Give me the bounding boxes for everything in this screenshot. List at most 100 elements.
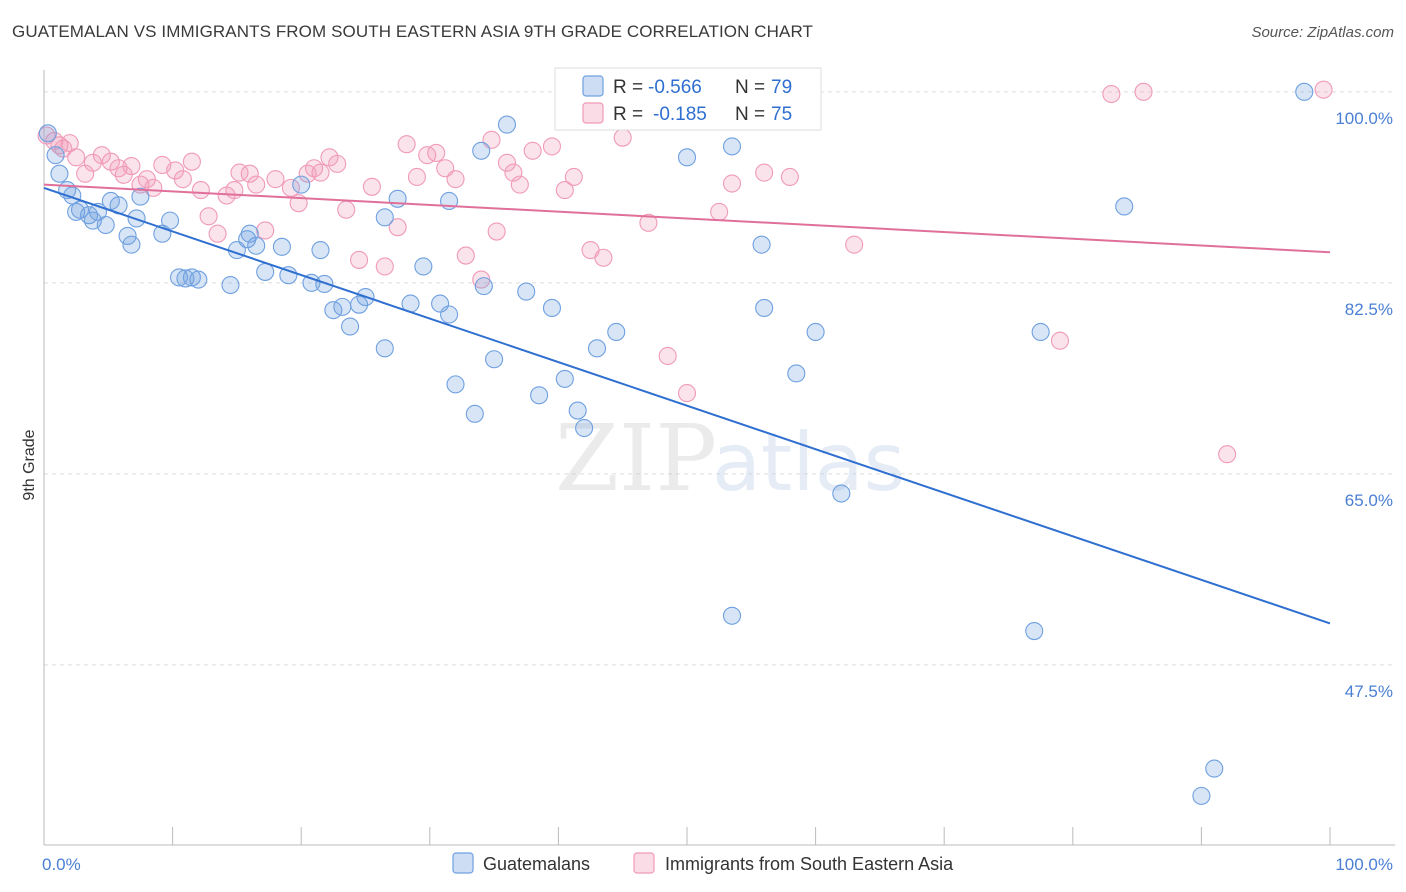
legend-blue-r-label: R = (613, 77, 643, 98)
blue-point-60 (607, 322, 626, 342)
pink-point-5 (67, 148, 86, 167)
blue-point-53 (517, 282, 536, 301)
y-axis-title: 9th Grade (21, 429, 38, 500)
pink-point-66 (722, 174, 742, 193)
blue-point-59 (587, 339, 607, 358)
pink-point-69 (845, 235, 864, 254)
pink-point-40 (375, 257, 394, 276)
y-tick-label-2: 65.0% (1345, 491, 1393, 510)
blue-series-points (38, 77, 1314, 805)
pink-point-63 (658, 346, 677, 366)
pink-point-9 (101, 152, 120, 171)
pink-point-43 (407, 167, 426, 187)
blue-trend-line (43, 186, 1331, 625)
pink-point-19 (182, 152, 201, 171)
blue-point-68 (787, 364, 806, 383)
source-note: Source: ZipAtlas.com (1251, 24, 1394, 41)
blue-point-73 (1031, 322, 1050, 342)
pink-point-45 (427, 143, 446, 163)
pink-point-20 (191, 181, 210, 200)
pink-point-34 (311, 163, 330, 182)
blue-point-30 (292, 175, 311, 194)
blue-point-65 (722, 137, 742, 156)
blue-point-10 (96, 215, 115, 235)
pink-point-60 (594, 248, 613, 267)
pink-point-72 (1134, 82, 1153, 101)
pink-point-54 (510, 175, 529, 194)
pink-point-55 (523, 141, 542, 160)
blue-point-0 (38, 124, 57, 143)
pink-point-68 (780, 167, 799, 187)
blue-point-19 (169, 268, 189, 287)
watermark-atlas: atlas (712, 416, 905, 509)
legend-pink-n-value: 75 (771, 104, 792, 125)
blue-point-39 (375, 339, 394, 358)
blue-point-40 (375, 208, 394, 227)
blue-point-32 (311, 241, 330, 260)
pink-point-36 (328, 154, 347, 173)
blue-point-1 (46, 146, 65, 165)
x-tick-label-0: 0.0% (42, 855, 81, 874)
pink-point-22 (208, 224, 227, 243)
blue-point-58 (575, 418, 594, 438)
blue-point-33 (315, 274, 334, 293)
blue-point-66 (752, 235, 771, 254)
blue-point-29 (279, 266, 298, 285)
pink-point-35 (320, 148, 339, 167)
blue-point-36 (341, 317, 360, 336)
legend-swatch-pink (582, 102, 604, 124)
axes (43, 70, 1395, 846)
blue-point-77 (1295, 82, 1314, 101)
pink-point-48 (456, 246, 475, 265)
blue-point-41 (388, 189, 407, 208)
blue-point-2 (50, 164, 69, 183)
pink-point-61 (613, 128, 632, 147)
blue-point-64 (722, 606, 742, 625)
pink-point-67 (755, 163, 774, 182)
blue-point-57 (568, 401, 587, 420)
pink-point-39 (362, 177, 381, 196)
blue-point-76 (1205, 759, 1224, 778)
blue-point-18 (160, 211, 180, 230)
blue-point-54 (530, 386, 549, 405)
pink-point-37 (337, 200, 356, 219)
blue-point-35 (333, 297, 352, 316)
y-tick-label-1: 82.5% (1345, 300, 1393, 319)
bottom-legend-swatch-pink (633, 852, 655, 874)
pink-point-74 (1314, 80, 1333, 99)
blue-point-16 (131, 187, 150, 206)
blue-point-55 (542, 298, 562, 318)
pink-point-28 (256, 221, 275, 240)
watermark-zip: ZIP (555, 405, 717, 512)
pink-point-65 (710, 202, 729, 221)
blue-point-20 (176, 269, 195, 288)
blue-point-74 (1115, 197, 1134, 216)
bottom-legend-swatch-blue (452, 852, 474, 874)
blue-point-72 (1025, 622, 1044, 641)
blue-point-67 (755, 298, 774, 318)
pink-point-24 (225, 181, 244, 200)
legend-blue-r-value: -0.566 (648, 77, 702, 98)
tick-labels: 100.0% 82.5% 65.0% 47.5% 0.0% 100.0% (42, 109, 1393, 874)
blue-point-75 (1192, 786, 1211, 805)
blue-point-78 (240, 224, 259, 243)
pink-point-15 (144, 178, 163, 197)
blue-point-47 (446, 375, 465, 394)
pink-point-12 (122, 157, 141, 176)
bottom-legend-pink-label: Immigrants from South Eastern Asia (665, 854, 954, 874)
bottom-legend: Guatemalans Immigrants from South Easter… (452, 852, 954, 874)
blue-point-23 (221, 275, 240, 295)
legend-blue-n-value: 79 (771, 77, 792, 98)
trend-lines (43, 183, 1331, 625)
pink-point-21 (199, 207, 218, 226)
pink-point-29 (266, 170, 285, 189)
legend-pink-r-value: -0.185 (653, 104, 707, 125)
bottom-legend-blue-label: Guatemalans (483, 854, 590, 874)
pink-point-41 (388, 218, 407, 237)
pink-point-30 (281, 178, 300, 197)
blue-point-43 (414, 257, 433, 276)
pink-point-71 (1102, 84, 1121, 104)
pink-point-70 (1050, 331, 1069, 350)
chart-title: GUATEMALAN VS IMMIGRANTS FROM SOUTH EAST… (12, 22, 814, 41)
